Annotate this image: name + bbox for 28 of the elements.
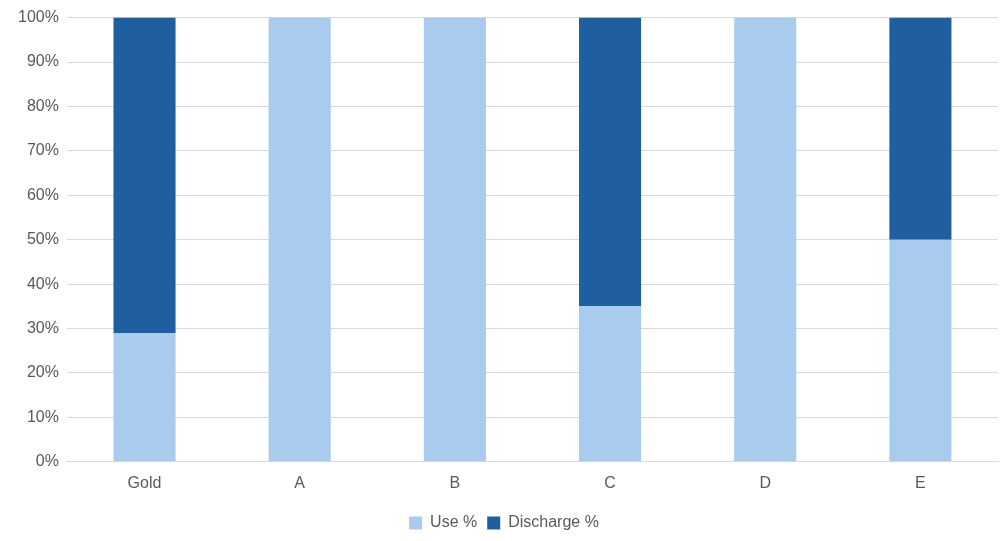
y-tick-label: 70% — [26, 141, 59, 159]
y-tick-label: 60% — [26, 185, 59, 203]
y-tick-label: 30% — [26, 318, 59, 336]
x-tick-label: B — [449, 473, 461, 491]
x-tick-label: A — [294, 473, 306, 491]
bar — [734, 17, 797, 462]
x-tick-label: D — [759, 473, 772, 491]
y-tick-label: 20% — [26, 363, 59, 381]
y-tick-label: 100% — [18, 8, 59, 26]
bar — [113, 332, 176, 462]
x-tick-label: C — [604, 473, 616, 491]
y-tick-label: 80% — [26, 96, 59, 114]
bar — [889, 239, 952, 462]
y-tick-label: 10% — [26, 407, 59, 425]
bar — [579, 306, 642, 462]
y-tick-label: 0% — [35, 452, 59, 470]
bar — [113, 17, 176, 333]
bar — [423, 17, 486, 462]
x-tick-label: Gold — [127, 473, 162, 491]
bar — [268, 17, 331, 462]
x-tick-label: E — [915, 473, 926, 491]
legend-label: Use % — [430, 513, 478, 531]
y-tick-label: 40% — [26, 274, 59, 292]
bar — [889, 17, 952, 240]
legend-label: Discharge % — [508, 513, 599, 531]
y-tick-label: 50% — [26, 230, 59, 248]
y-tick-label: 90% — [26, 52, 59, 70]
bar — [579, 17, 642, 307]
